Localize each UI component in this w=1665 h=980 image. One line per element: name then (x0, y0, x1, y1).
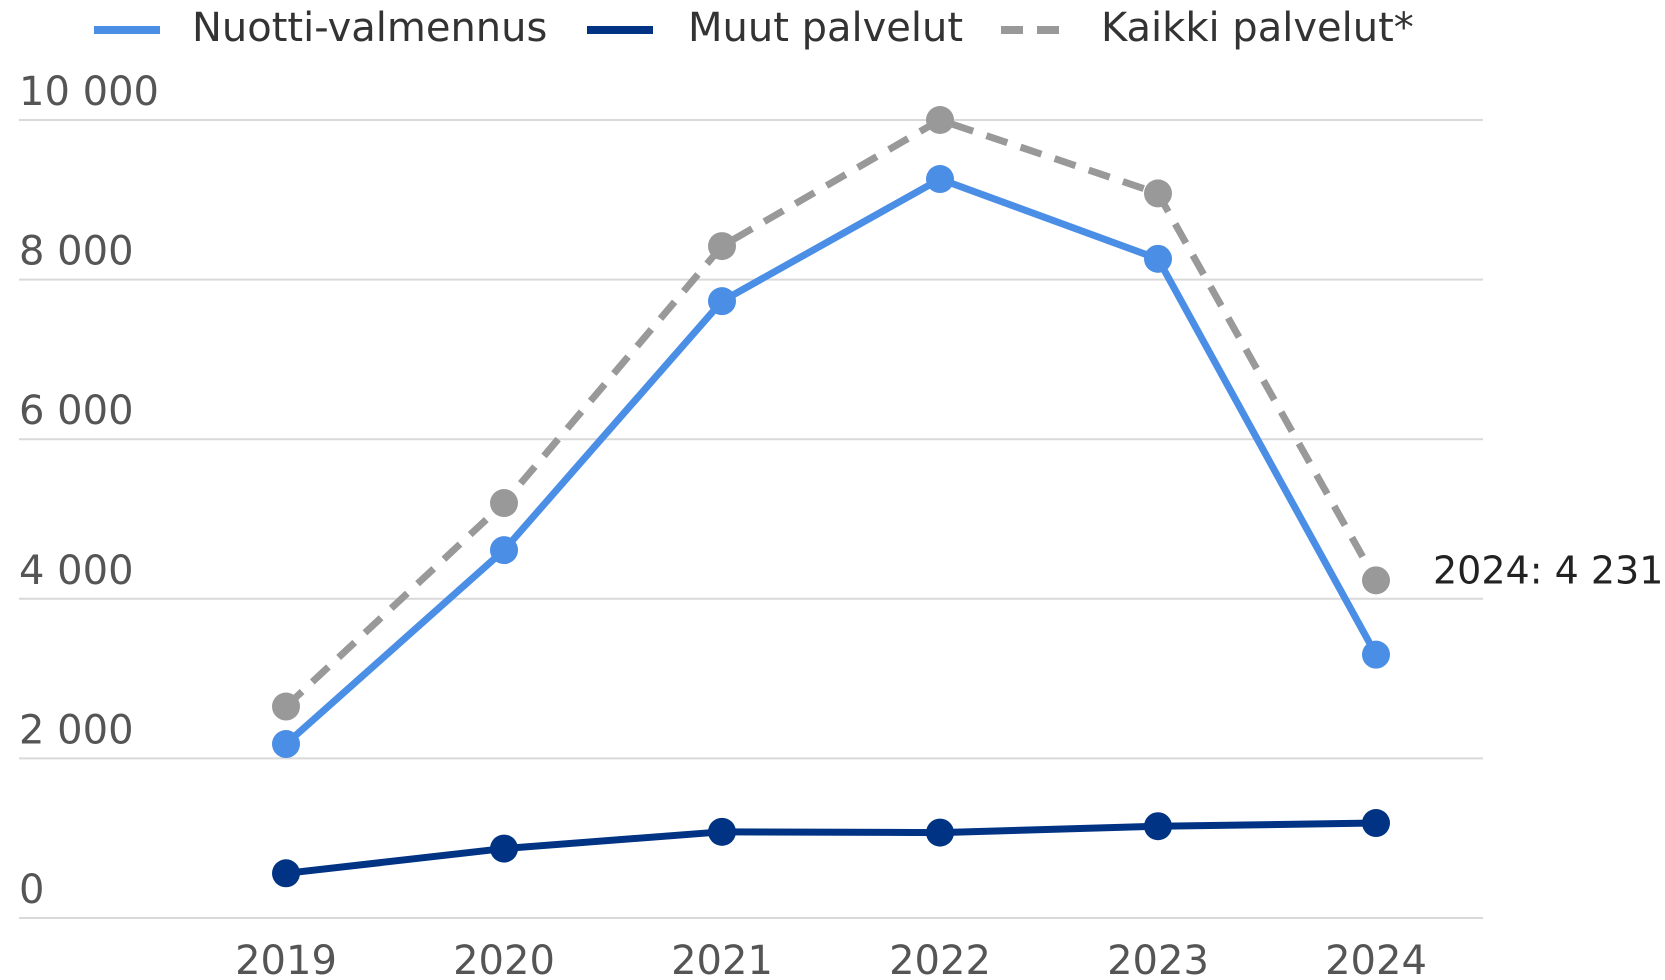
data-point (1144, 812, 1172, 841)
data-point (1362, 566, 1390, 595)
data-point (272, 692, 300, 721)
data-point (490, 536, 518, 565)
y-tick-label: 10 000 (19, 69, 159, 115)
y-tick-label: 4 000 (19, 548, 134, 594)
data-point (708, 817, 736, 846)
legend-label: Kaikki palvelut* (1101, 5, 1414, 51)
y-tick-label: 2 000 (19, 707, 134, 753)
data-point (1144, 244, 1172, 273)
series-line (283, 175, 1380, 747)
data-point (1362, 640, 1390, 669)
data-point (708, 232, 736, 261)
data-point (708, 287, 736, 316)
data-point (1362, 809, 1390, 838)
series-line (283, 116, 1380, 710)
x-tick-label: 2021 (671, 938, 773, 980)
data-point (1144, 179, 1172, 208)
legend-label: Nuotti-valmennus (192, 5, 547, 51)
y-tick-label: 8 000 (19, 229, 134, 275)
data-point (272, 730, 300, 759)
x-tick-label: 2020 (453, 938, 555, 980)
data-point (490, 489, 518, 518)
x-tick-label: 2024 (1325, 938, 1427, 980)
y-tick-label: 0 (19, 867, 44, 913)
data-point (926, 165, 954, 194)
data-point (272, 859, 300, 888)
x-tick-label: 2019 (235, 938, 337, 980)
y-tick-label: 6 000 (19, 388, 134, 434)
annotation: 2024: 4 231 (1433, 549, 1663, 593)
series-line (285, 819, 1377, 877)
data-point (490, 834, 518, 863)
legend-label: Muut palvelut (688, 5, 963, 51)
data-point (926, 106, 954, 134)
x-tick-label: 2023 (1107, 938, 1209, 980)
data-point (926, 818, 954, 847)
x-tick-label: 2022 (889, 938, 991, 980)
